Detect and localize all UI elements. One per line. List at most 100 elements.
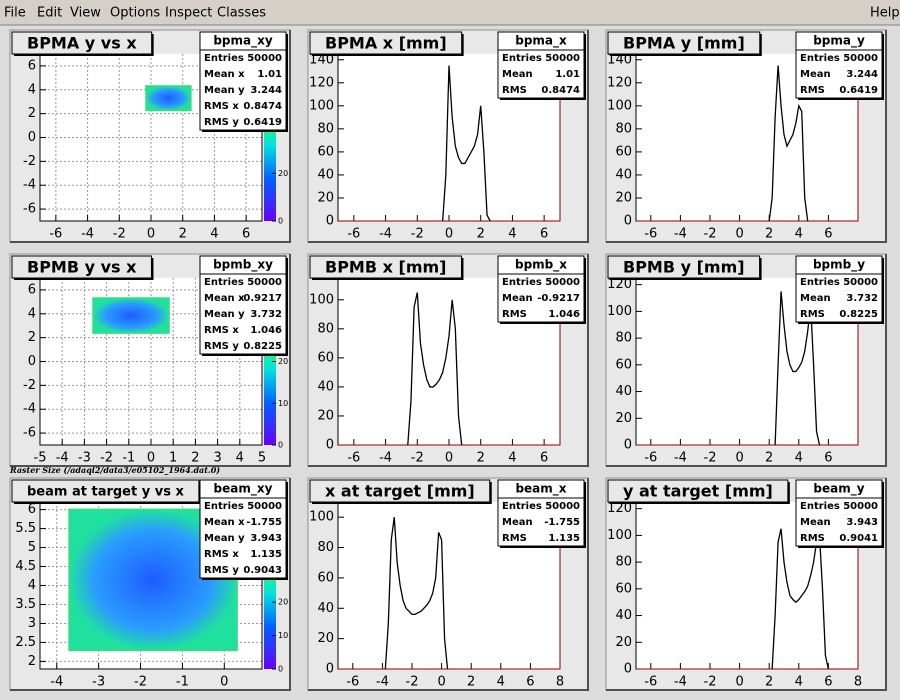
x-tick-label: 6	[540, 227, 548, 242]
stats-name: bpma_x	[515, 34, 567, 49]
stats-box	[497, 31, 585, 99]
title-box-background	[11, 479, 200, 503]
title-box-background	[309, 31, 463, 55]
y-tick-label: 60	[317, 144, 334, 159]
stats-label: Mean x	[204, 517, 245, 528]
y-tick-label: -2	[23, 154, 36, 169]
x-tick-label: -4	[379, 227, 392, 242]
pad-bevel	[10, 30, 291, 243]
x-tick-label: 0	[735, 451, 743, 466]
title-box: BPMA x [mm]	[309, 31, 464, 56]
x-tick-label: 1	[169, 451, 177, 466]
x-tick-label: 3	[213, 451, 221, 466]
x-tick-label: 0	[147, 227, 155, 242]
frame-border	[338, 278, 561, 446]
stats-value: -1.755	[544, 517, 580, 528]
pad: -4-3-2-1022.533.544.555.56010203040beam …	[9, 477, 291, 691]
stats-value: 50000	[545, 277, 580, 288]
stats-value: 50000	[545, 53, 580, 64]
stats-name: bpmb_y	[813, 258, 865, 273]
y-tick-label: 60	[615, 581, 632, 596]
x-tick-label: 8	[854, 675, 862, 690]
stats-label: Entries	[204, 277, 244, 288]
title-box: BPMB y vs x	[11, 255, 154, 280]
menu-help[interactable]: Help	[870, 6, 900, 21]
menu-bar: File Edit View Options Inspect Classes H…	[0, 0, 900, 26]
y-tick-label: 140	[309, 52, 334, 67]
stats-label: Entries	[800, 501, 840, 512]
stats-value: 50000	[843, 501, 878, 512]
menu-item[interactable]: View	[70, 6, 101, 21]
x-tick-label: -6	[644, 451, 657, 466]
pad-title: beam at target y vs x	[27, 485, 184, 500]
x-tick-label: -2	[704, 227, 717, 242]
x-tick-label: 4	[795, 227, 803, 242]
y-tick-label: 0	[326, 438, 334, 453]
y-tick-label: 20	[317, 190, 334, 205]
stats-name: bpma_xy	[213, 34, 273, 49]
x-tick-label: -4	[379, 451, 392, 466]
histogram-line	[384, 517, 449, 670]
occupied-region	[92, 297, 170, 334]
stats-box	[199, 255, 287, 355]
menu-item[interactable]: Options	[110, 6, 160, 21]
y-tick-label: 80	[615, 331, 632, 346]
x-tick-label: 6	[824, 675, 832, 690]
stats-box	[795, 31, 883, 99]
x-tick-label: 4	[508, 451, 516, 466]
menu-item[interactable]: Classes	[217, 6, 266, 21]
z-tick-label: 0	[278, 665, 283, 674]
x-tick-label: 0	[445, 227, 453, 242]
y-tick-label: 100	[309, 510, 334, 525]
x-tick-label: -4	[674, 227, 687, 242]
x-tick-label: -2	[406, 675, 419, 690]
menu-item[interactable]: Inspect	[165, 6, 212, 21]
y-tick-label: 40	[317, 167, 334, 182]
y-tick-label: 5	[28, 540, 36, 555]
stats-value: 50000	[247, 277, 282, 288]
x-tick-label: -2	[411, 227, 424, 242]
z-tick-label: 10	[278, 631, 288, 640]
stats-label: Mean	[502, 517, 533, 528]
frame-border	[636, 54, 859, 222]
x-tick-label: -4	[674, 675, 687, 690]
pad-bevel	[606, 30, 887, 243]
histogram-line	[768, 65, 809, 222]
x-tick-label: -5	[34, 451, 47, 466]
y-tick-label: 0	[326, 662, 334, 677]
x-tick-label: -6	[347, 227, 360, 242]
stats-value: 50000	[247, 501, 282, 512]
y-tick-label: 100	[309, 292, 334, 307]
y-tick-label: 40	[317, 601, 334, 616]
menu-item[interactable]: File	[4, 6, 26, 21]
pad-title: BPMA y [mm]	[623, 34, 745, 53]
x-tick-label: -6	[347, 451, 360, 466]
y-tick-label: -4	[23, 402, 36, 417]
stats-box	[795, 479, 883, 547]
y-tick-label: 80	[615, 555, 632, 570]
z-tick-label: 10	[278, 399, 288, 408]
stats-label: Entries	[502, 53, 542, 64]
pad-title: y at target [mm]	[623, 482, 773, 501]
stats-value: 1.01	[257, 69, 282, 80]
stats-label: RMS y	[204, 341, 239, 352]
y-tick-label: 0	[28, 354, 36, 369]
y-tick-label: 100	[607, 528, 632, 543]
stats-box	[795, 255, 883, 323]
x-tick-label: 4	[497, 675, 505, 690]
stats-value: 0.8225	[839, 309, 878, 320]
stats-value: 50000	[545, 501, 580, 512]
stats-value: 50000	[247, 53, 282, 64]
stats-label: RMS	[502, 85, 527, 96]
y-tick-label: -6	[23, 202, 36, 217]
stats-label: RMS	[800, 309, 825, 320]
stats-value: 1.046	[548, 309, 580, 320]
menu-item[interactable]: Edit	[37, 6, 62, 21]
y-tick-label: -2	[23, 378, 36, 393]
y-tick-label: 0	[624, 662, 632, 677]
menu-background	[0, 0, 900, 25]
title-box: BPMB x [mm]	[309, 255, 464, 280]
stats-name: bpmb_x	[515, 258, 567, 273]
